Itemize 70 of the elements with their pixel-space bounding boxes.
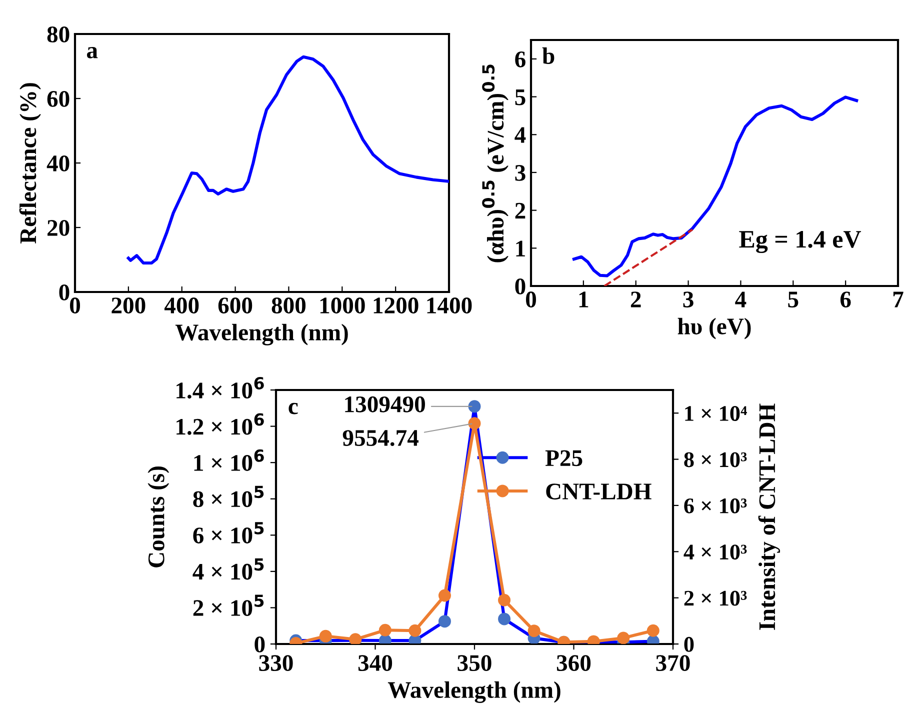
legend-label: CNT-LDH bbox=[546, 484, 652, 500]
point bbox=[438, 589, 451, 602]
y2-tick-label: 0 bbox=[684, 636, 694, 652]
y2-tick-label: 4 × 10³ bbox=[684, 544, 747, 560]
y2-axis-title: Intensity of CNT-LDH bbox=[758, 404, 780, 630]
x-tick-label: 800 bbox=[272, 298, 306, 314]
data-label: 1309490 bbox=[345, 396, 425, 412]
y-tick-label: 0 bbox=[254, 636, 265, 652]
y-tick-label: 40 bbox=[46, 155, 70, 172]
x-tick-label: 400 bbox=[164, 298, 199, 314]
y-tick-label: 4 × 10$^{5}$ bbox=[192, 558, 264, 580]
y-tick-label: 20 bbox=[48, 220, 70, 236]
x-tick-label: 6 bbox=[840, 292, 851, 308]
y-axis-title: (αhυ)$^{0.5}$ (eV/cm)$^{0.5}$ bbox=[482, 64, 508, 262]
x-tick-label: 370 bbox=[656, 655, 690, 672]
y2-tick-label: 2 × 10³ bbox=[684, 590, 747, 606]
point bbox=[528, 624, 540, 638]
x-axis-title: Wavelength (nm) bbox=[388, 681, 560, 703]
y-tick-label: 1 bbox=[516, 240, 525, 256]
y-tick-label: 4 bbox=[514, 127, 526, 143]
point bbox=[408, 624, 422, 637]
x-tick-label: 3 bbox=[683, 292, 694, 308]
x-tick-label: 200 bbox=[112, 298, 146, 314]
x-tick-label: 330 bbox=[259, 655, 293, 672]
y-axis-title: Reflectance (%) bbox=[19, 83, 41, 244]
x-tick-label: 2 bbox=[630, 292, 641, 308]
x-tick-label: 350 bbox=[458, 655, 492, 672]
x-tick-label: 1400 bbox=[427, 298, 472, 314]
x-tick-label: 1200 bbox=[374, 298, 418, 314]
y-tick-label: 5 bbox=[515, 90, 526, 106]
y2-tick-label: 1 × 10⁴ bbox=[685, 406, 747, 422]
x-tick-label: 0 bbox=[526, 292, 536, 308]
y-tick-label: 0 bbox=[515, 278, 526, 294]
y-tick-label: 80 bbox=[47, 26, 70, 42]
y-tick-label: 6 bbox=[515, 51, 526, 68]
data-label: 9554.74 bbox=[342, 430, 419, 446]
point bbox=[646, 624, 660, 637]
x-axis-title: hυ (eV) bbox=[678, 318, 751, 340]
y-tick-label: 1.2 × 10$^{6}$ bbox=[176, 413, 264, 435]
y-tick-label: 3 bbox=[515, 165, 526, 181]
y-tick-label: 2 × 10$^{5}$ bbox=[193, 594, 264, 616]
x-tick-label: 4 bbox=[735, 292, 746, 308]
x-tick-label: 340 bbox=[358, 655, 392, 672]
x-tick-label: 1 bbox=[579, 292, 588, 308]
y-tick-label: 8 × 10$^{5}$ bbox=[193, 486, 264, 508]
x-tick-label: 360 bbox=[556, 655, 591, 672]
point bbox=[498, 594, 511, 606]
y-tick-label: 6 × 10$^{5}$ bbox=[193, 522, 264, 544]
y-tick-label: 1 × 10$^{6}$ bbox=[194, 449, 264, 471]
legend-label: P25 bbox=[545, 450, 582, 466]
line-series bbox=[126, 55, 449, 265]
annotation: c bbox=[288, 402, 298, 414]
x-tick-label: 600 bbox=[218, 298, 252, 314]
point bbox=[468, 417, 481, 430]
point bbox=[378, 624, 392, 636]
x-axis-title: Wavelength (nm) bbox=[175, 324, 348, 346]
y-tick-label: 60 bbox=[47, 90, 70, 107]
x-tick-label: 7 bbox=[893, 292, 904, 308]
point bbox=[319, 630, 332, 642]
y-tick-label: 1.4 × 10$^{6}$ bbox=[176, 376, 264, 399]
y-tick-label: 2 bbox=[515, 202, 526, 218]
y2-tick-label: 8 × 10³ bbox=[684, 452, 747, 468]
annotation: a bbox=[86, 47, 98, 58]
y-axis-title: Counts (s) bbox=[148, 466, 170, 568]
x-tick-label: 0 bbox=[70, 298, 80, 314]
annotation: b bbox=[542, 47, 554, 64]
annotation: Eg = 1.4 eV bbox=[739, 231, 862, 254]
x-tick-label: 5 bbox=[788, 292, 798, 308]
x-tick-label: 1000 bbox=[320, 298, 365, 314]
y2-tick-label: 6 × 10³ bbox=[684, 498, 747, 514]
